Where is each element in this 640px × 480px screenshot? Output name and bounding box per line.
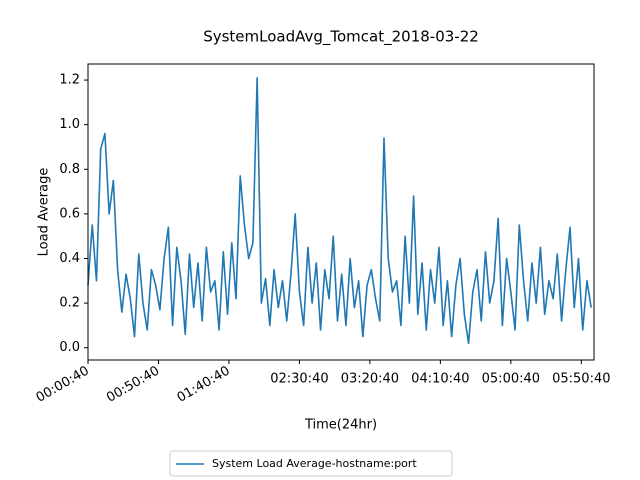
chart-title: SystemLoadAvg_Tomcat_2018-03-22 <box>203 28 479 47</box>
x-tick-label: 04:10:40 <box>411 372 469 387</box>
y-tick-label: 0.0 <box>59 340 80 355</box>
legend-box <box>169 450 453 477</box>
x-tick-label: 05:50:40 <box>552 372 610 387</box>
x-tick-label: 03:20:40 <box>341 372 399 387</box>
data-line <box>87 77 592 345</box>
x-axis-label: Time(24hr) <box>304 418 377 433</box>
y-tick-label: 1.0 <box>59 117 80 132</box>
x-tick-label: 05:00:40 <box>482 372 540 387</box>
y-tick-label: 0.4 <box>59 251 80 266</box>
y-tick-label: 0.6 <box>59 206 80 221</box>
y-axis-label: Load Average <box>37 168 52 257</box>
legend-label: System Load Average-hostname:port <box>212 457 417 470</box>
plot-area <box>87 77 592 345</box>
y-tick-label: 0.8 <box>59 162 80 177</box>
y-tick-label: 0.2 <box>59 296 80 311</box>
y-tick-label: 1.2 <box>59 73 80 88</box>
axes-frame <box>87 63 595 361</box>
x-tick-label: 02:30:40 <box>270 372 328 387</box>
